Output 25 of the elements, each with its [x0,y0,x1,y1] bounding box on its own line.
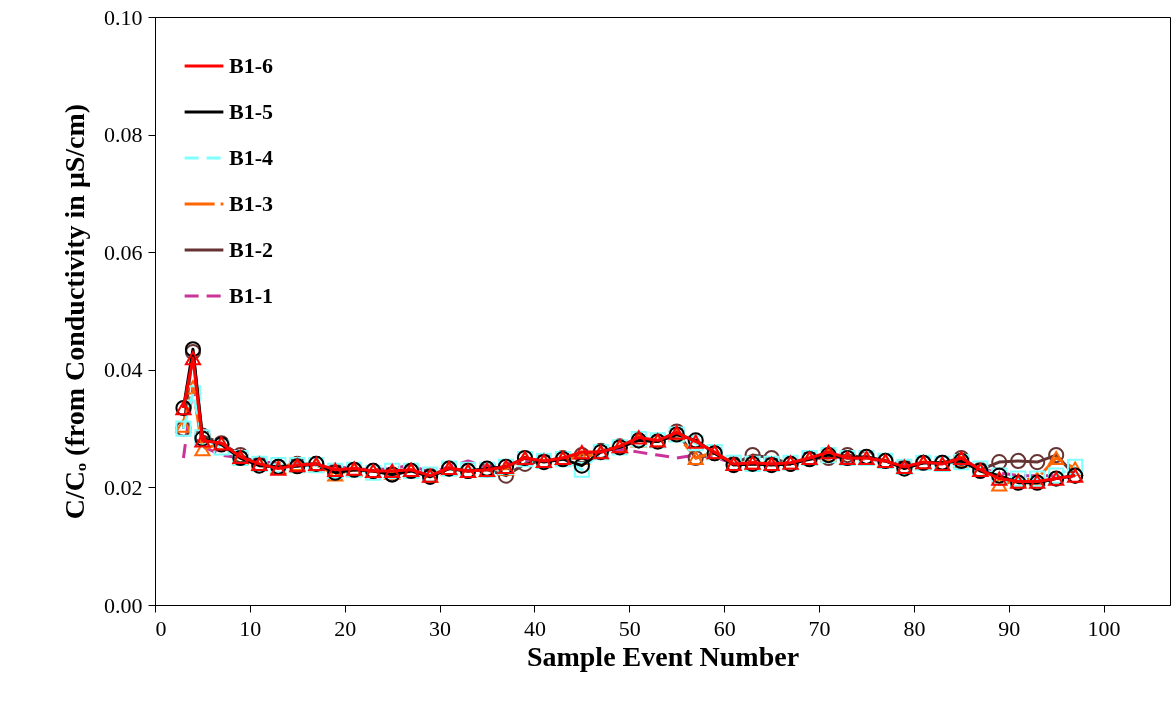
x-tick-label: 90 [998,615,1021,641]
legend-label: B1-3 [229,191,273,216]
x-axis-title: Sample Event Number [526,640,800,672]
x-tick-label: 0 [155,615,167,641]
legend-label: B1-2 [229,237,273,262]
y-tick-label: 0.08 [104,122,143,148]
y-tick-label: 0.04 [104,357,143,383]
y-axis-title: C/Cₒ (from Conductivity in μS/cm) [59,103,90,520]
legend-label: B1-5 [229,99,273,124]
x-tick-label: 40 [523,615,546,641]
x-tick-label: 70 [808,615,831,641]
legend-label: B1-6 [229,53,273,78]
legend-label: B1-1 [229,283,273,308]
x-tick-label: 60 [713,615,736,641]
y-tick-label: 0.02 [104,474,143,500]
x-tick-label: 30 [429,615,452,641]
y-tick-label: 0.00 [104,592,143,618]
x-tick-label: 100 [1087,615,1121,641]
y-tick-label: 0.10 [104,4,143,30]
x-tick-label: 80 [903,615,926,641]
x-tick-label: 20 [334,615,357,641]
legend-label: B1-4 [229,145,273,170]
y-tick-label: 0.06 [104,239,143,265]
x-tick-label: 50 [618,615,641,641]
x-tick-label: 10 [239,615,262,641]
